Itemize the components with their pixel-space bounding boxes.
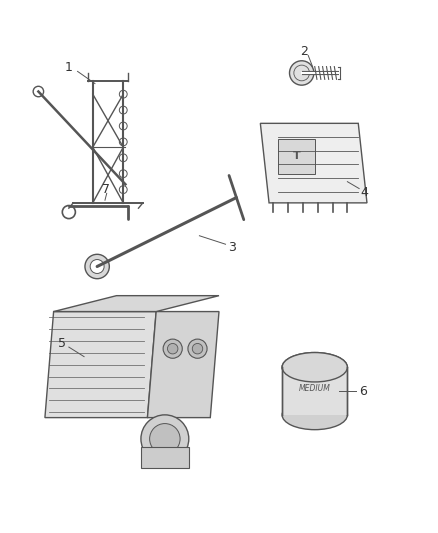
Ellipse shape bbox=[282, 352, 347, 382]
Bar bbox=[141, 447, 189, 468]
Ellipse shape bbox=[119, 170, 127, 177]
Text: 3: 3 bbox=[228, 241, 236, 254]
Text: T: T bbox=[293, 151, 300, 161]
Ellipse shape bbox=[119, 138, 127, 146]
Ellipse shape bbox=[119, 90, 127, 98]
Text: 6: 6 bbox=[359, 385, 367, 398]
Ellipse shape bbox=[119, 106, 127, 114]
Text: 2: 2 bbox=[300, 45, 308, 58]
Ellipse shape bbox=[119, 185, 127, 193]
Ellipse shape bbox=[188, 339, 207, 358]
Ellipse shape bbox=[282, 400, 347, 430]
Ellipse shape bbox=[150, 424, 180, 454]
Bar bbox=[282, 367, 347, 415]
Ellipse shape bbox=[192, 343, 203, 354]
Ellipse shape bbox=[290, 61, 314, 85]
Ellipse shape bbox=[119, 122, 127, 130]
Text: MEDIUM: MEDIUM bbox=[299, 384, 331, 393]
Text: 5: 5 bbox=[58, 337, 66, 350]
Bar bbox=[278, 139, 315, 174]
Ellipse shape bbox=[282, 352, 347, 382]
Ellipse shape bbox=[167, 343, 178, 354]
Polygon shape bbox=[260, 123, 367, 203]
Polygon shape bbox=[148, 312, 219, 418]
Text: 4: 4 bbox=[361, 186, 369, 199]
Ellipse shape bbox=[85, 254, 110, 279]
Text: 1: 1 bbox=[65, 61, 73, 74]
Ellipse shape bbox=[163, 339, 182, 358]
Ellipse shape bbox=[119, 154, 127, 161]
Text: 7: 7 bbox=[102, 183, 110, 196]
Polygon shape bbox=[45, 312, 156, 418]
Ellipse shape bbox=[141, 415, 189, 463]
Polygon shape bbox=[53, 296, 219, 312]
Ellipse shape bbox=[90, 260, 104, 273]
